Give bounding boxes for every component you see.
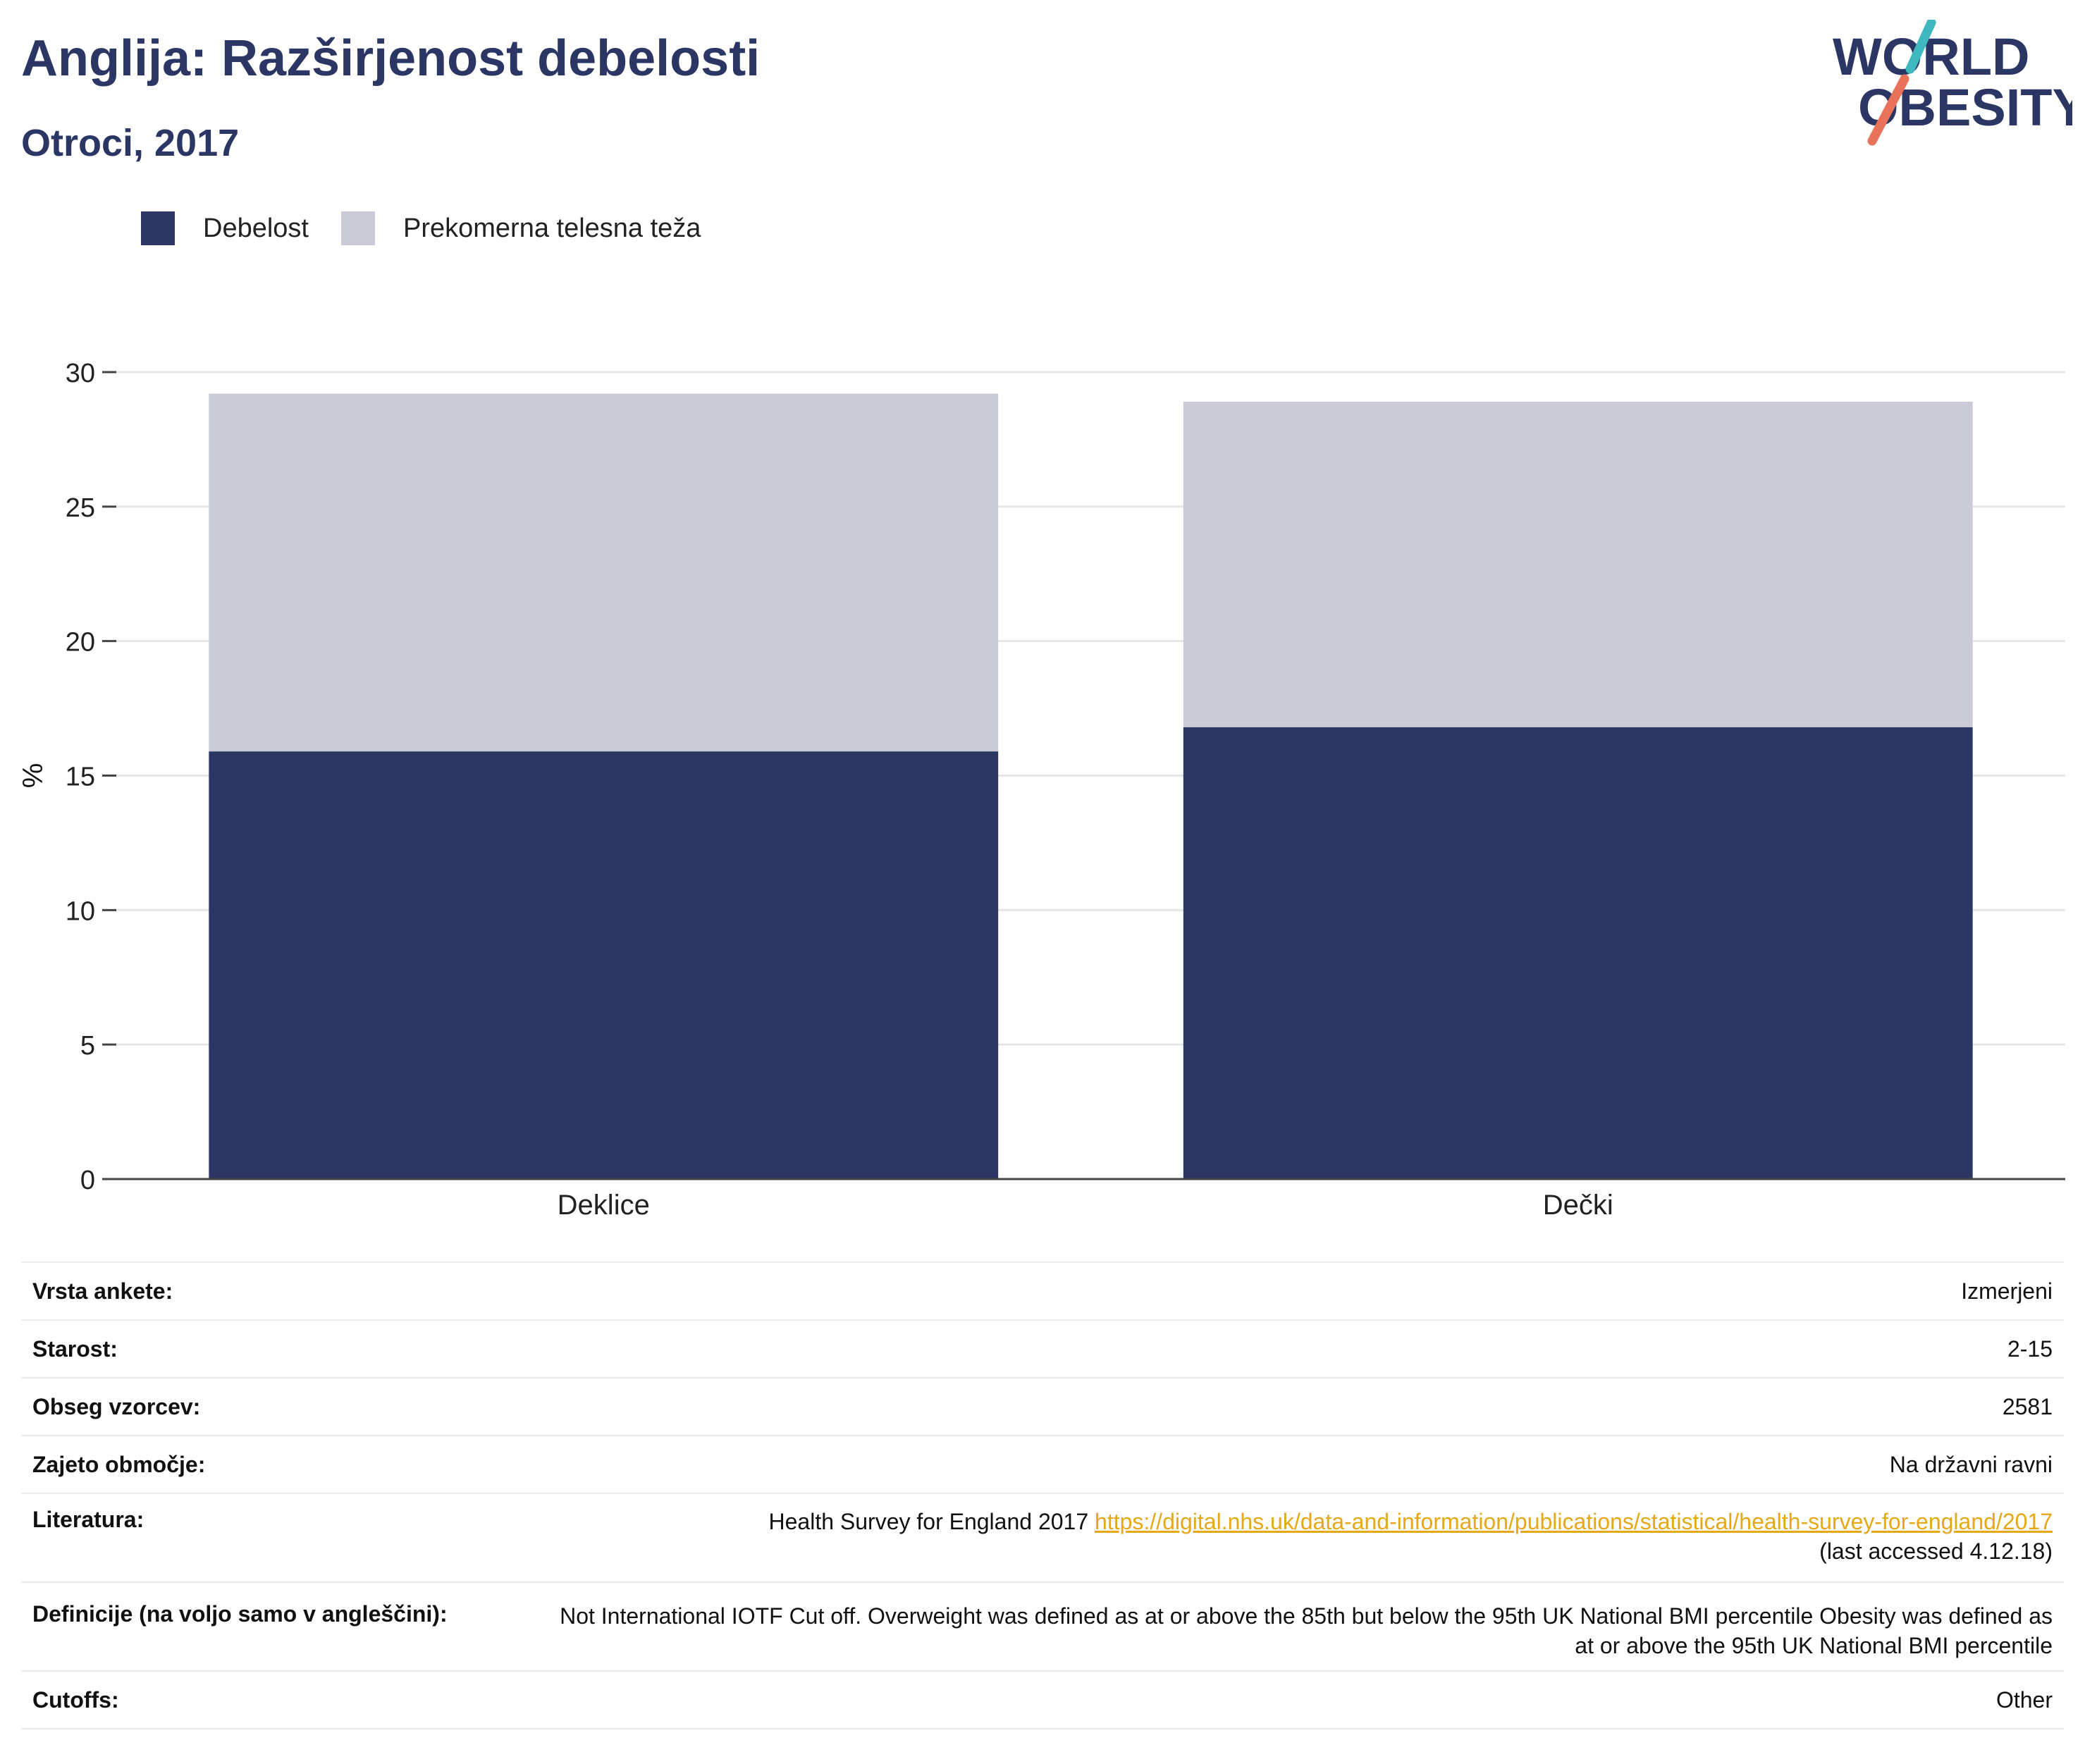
info-value: Other [458, 1670, 2064, 1729]
world-obesity-logo: WORLD OBESITY [1833, 20, 2072, 146]
reference-link[interactable]: https://digital.nhs.uk/data-and-informat… [1095, 1509, 2053, 1534]
legend-label-overweight: Prekomerna telesna teža [402, 213, 701, 243]
info-key: Starost: [21, 1319, 459, 1378]
logo-line1: WORLD [1833, 27, 2030, 86]
x-tick-labels: Deklice Dečki [558, 1190, 1613, 1221]
info-row-cutoffs: Cutoffs: Other [21, 1670, 2064, 1729]
info-key: Vrsta ankete: [21, 1262, 459, 1320]
info-key: Cutoffs: [21, 1670, 459, 1729]
info-key: Definicije (na voljo samo v angleščini): [21, 1581, 459, 1671]
survey-info-table: Vrsta ankete: Izmerjeni Starost: 2-15 Ob… [21, 1262, 2064, 1729]
y-tick-label: 30 [66, 359, 95, 388]
info-key: Obseg vzorcev: [21, 1377, 459, 1436]
info-row-area-covered: Zajeto območje: Na državni ravni [21, 1435, 2064, 1493]
legend-swatch-obesity [141, 211, 175, 245]
legend-label-obesity: Debelost [203, 213, 309, 243]
y-tick-label: 5 [80, 1031, 95, 1061]
info-row-age: Starost: 2-15 [21, 1319, 2064, 1378]
legend-item-overweight: Prekomerna telesna teža [340, 211, 701, 245]
logo-slash-coral [1867, 74, 1909, 146]
y-tick-label: 25 [66, 493, 95, 523]
x-tick-label: Dečki [1543, 1190, 1613, 1221]
chart-title: Anglija: Razširjenost debelosti [21, 30, 761, 87]
y-tick-label: 15 [66, 763, 95, 792]
legend-item-obesity: Debelost [141, 211, 309, 245]
bar-overweight-1 [1183, 401, 1973, 727]
bar-obesity-1 [1183, 727, 1973, 1179]
legend: Debelost Prekomerna telesna teža [141, 210, 733, 247]
legend-swatch-overweight [340, 211, 375, 245]
bar-obesity-0 [209, 751, 999, 1179]
info-value: Health Survey for England 2017 https://d… [458, 1493, 2064, 1582]
info-row-definitions: Definicije (na voljo samo v angleščini):… [21, 1581, 2064, 1671]
info-value: 2581 [458, 1377, 2064, 1436]
chart-subtitle: Otroci, 2017 [21, 122, 240, 164]
stacked-bar-chart: 0 5 10 15 20 25 30 Deklice Dečki % [18, 359, 2065, 1221]
y-tick-label: 20 [66, 628, 95, 658]
info-row-sample-size: Obseg vzorcev: 2581 [21, 1377, 2064, 1436]
info-key: Literatura: [21, 1493, 459, 1582]
info-row-survey-type: Vrsta ankete: Izmerjeni [21, 1262, 2064, 1320]
y-tick-label: 10 [66, 896, 95, 926]
reference-accessed: (last accessed 4.12.18) [1819, 1538, 2053, 1564]
info-value: 2-15 [458, 1319, 2064, 1378]
info-value: Not International IOTF Cut off. Overweig… [458, 1581, 2064, 1671]
y-tick-label: 0 [80, 1166, 95, 1195]
logo-slash-teal [1905, 20, 1936, 74]
info-value: Izmerjeni [458, 1262, 2064, 1320]
info-row-references: Literatura: Health Survey for England 20… [21, 1493, 2064, 1582]
info-key: Zajeto območje: [21, 1435, 459, 1493]
bar-overweight-0 [209, 393, 999, 752]
info-value: Na državni ravni [458, 1435, 2064, 1493]
x-tick-label: Deklice [558, 1190, 650, 1221]
bars [209, 393, 1973, 1179]
y-tick-labels: 0 5 10 15 20 25 30 [66, 359, 95, 1195]
y-axis-label: % [18, 763, 49, 789]
reference-text: Health Survey for England 2017 [768, 1509, 1095, 1534]
